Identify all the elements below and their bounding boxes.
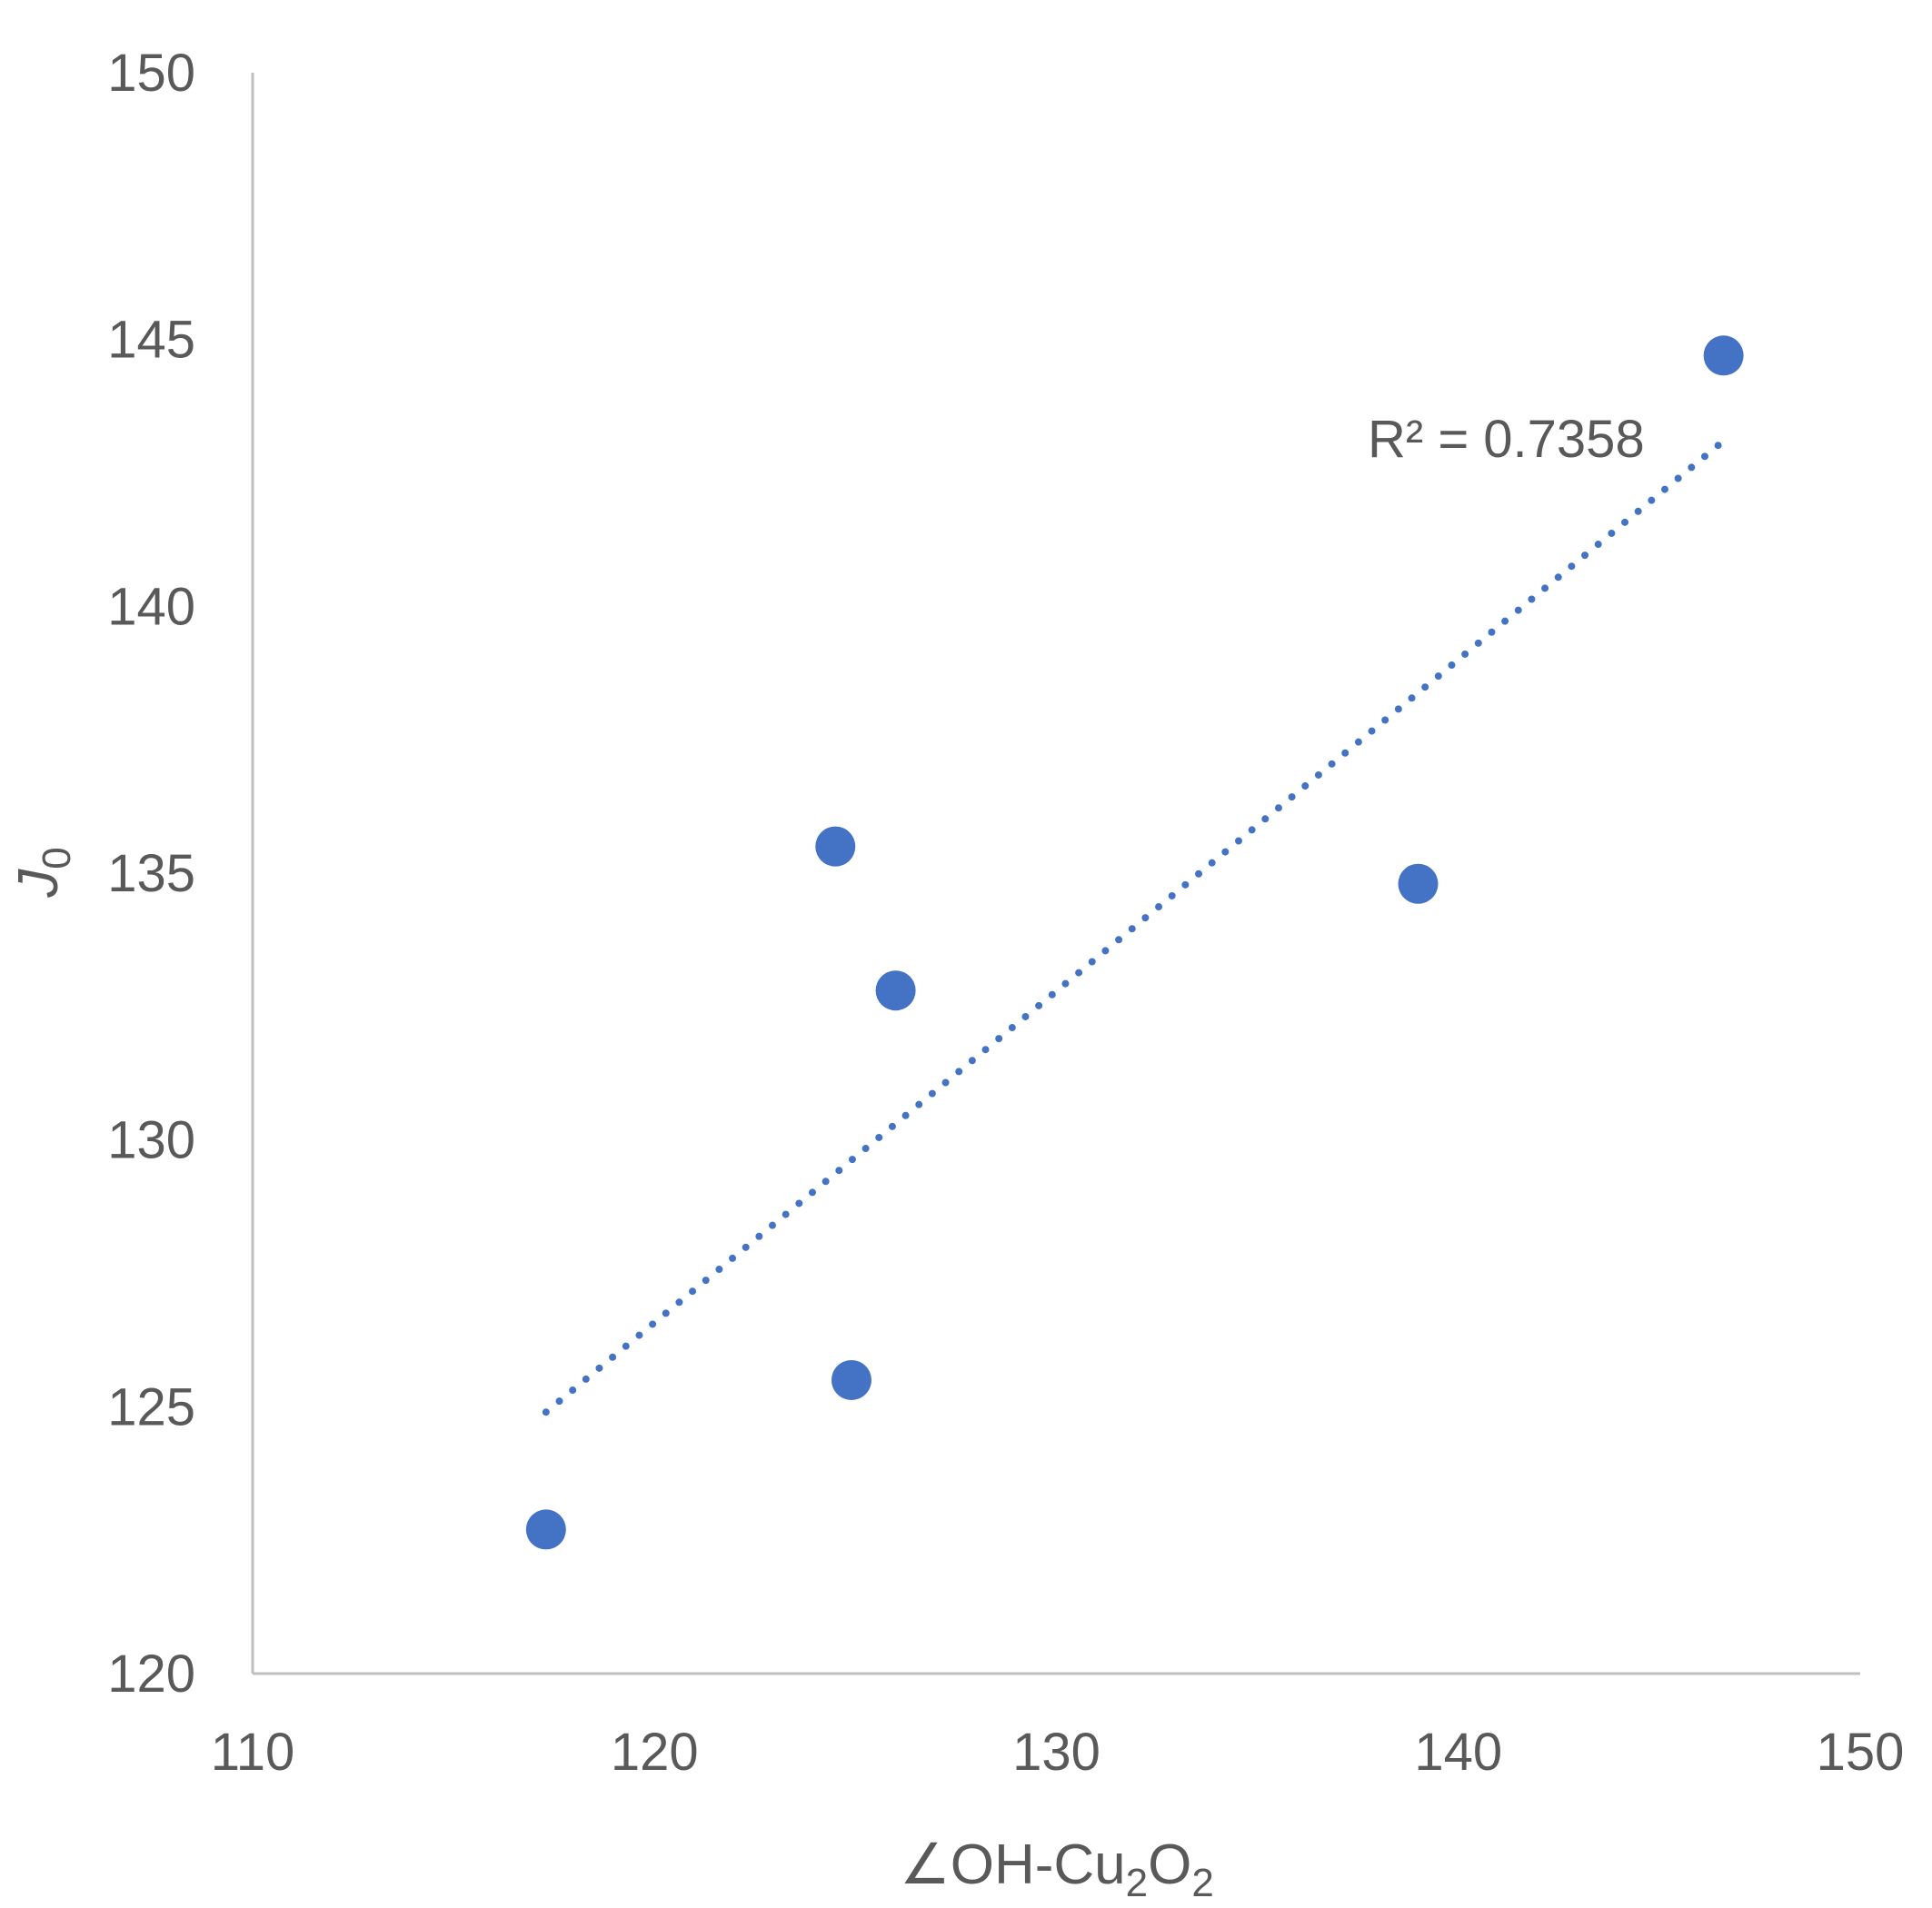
- y-tick-label: 150: [107, 44, 195, 103]
- x-tick-label: 130: [1012, 1723, 1100, 1782]
- x-tick-label: 110: [211, 1723, 294, 1782]
- data-point: [875, 970, 916, 1011]
- y-tick-label: 135: [107, 844, 195, 903]
- x-tick-label: 120: [611, 1723, 699, 1782]
- trendline-layer: [542, 437, 1728, 1416]
- data-point: [1398, 863, 1439, 904]
- trendline: [542, 437, 1728, 1416]
- data-points: [525, 335, 1744, 1550]
- data-point: [1703, 335, 1744, 376]
- axes: [251, 73, 1860, 1675]
- y-tick-label: 140: [107, 577, 195, 636]
- x-axis-title: ∠OH-Cu2O2: [900, 1833, 1214, 1903]
- x-tick-label: 150: [1817, 1723, 1905, 1782]
- y-tick-label: 145: [107, 311, 195, 370]
- r-squared-label: R² = 0.7358: [1368, 410, 1645, 469]
- y-tick-label: 130: [107, 1111, 195, 1170]
- data-point: [525, 1509, 566, 1550]
- data-point: [831, 1359, 871, 1400]
- data-point: [815, 826, 856, 867]
- x-tick-label: 140: [1414, 1723, 1502, 1782]
- y-tick-label: 120: [107, 1645, 195, 1704]
- y-tick-label: 125: [107, 1377, 195, 1436]
- y-axis-title: J0: [7, 847, 79, 898]
- labels: R² = 0.7358 ∠OH-Cu2O2 J0 120 125 130 135 140…: [7, 44, 1905, 1905]
